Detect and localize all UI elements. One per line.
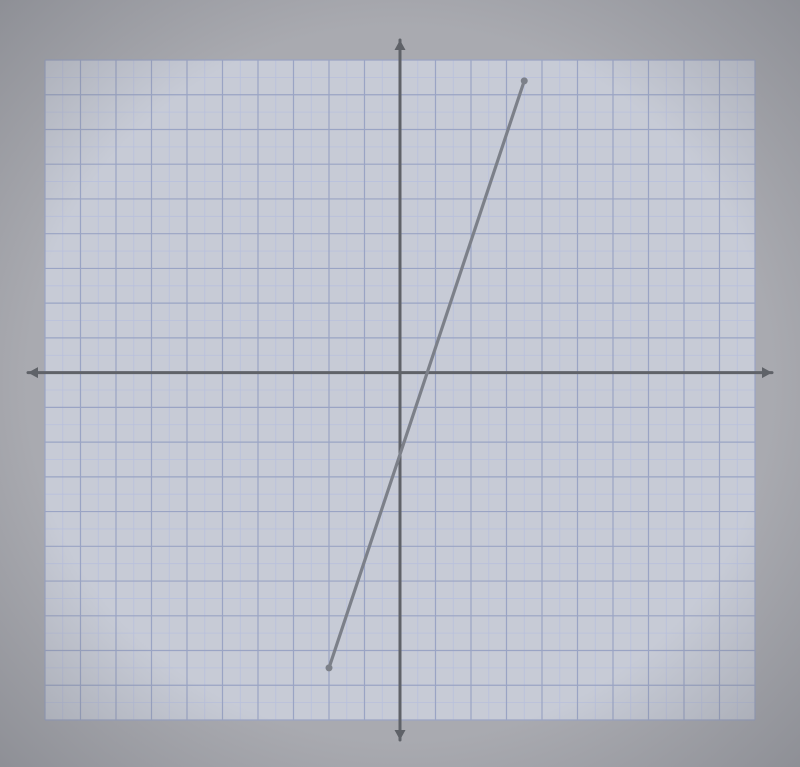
line-endpoint-start — [326, 664, 333, 671]
line-endpoint-end — [521, 77, 528, 84]
coordinate-plane — [0, 0, 800, 767]
graph-container — [0, 0, 800, 767]
